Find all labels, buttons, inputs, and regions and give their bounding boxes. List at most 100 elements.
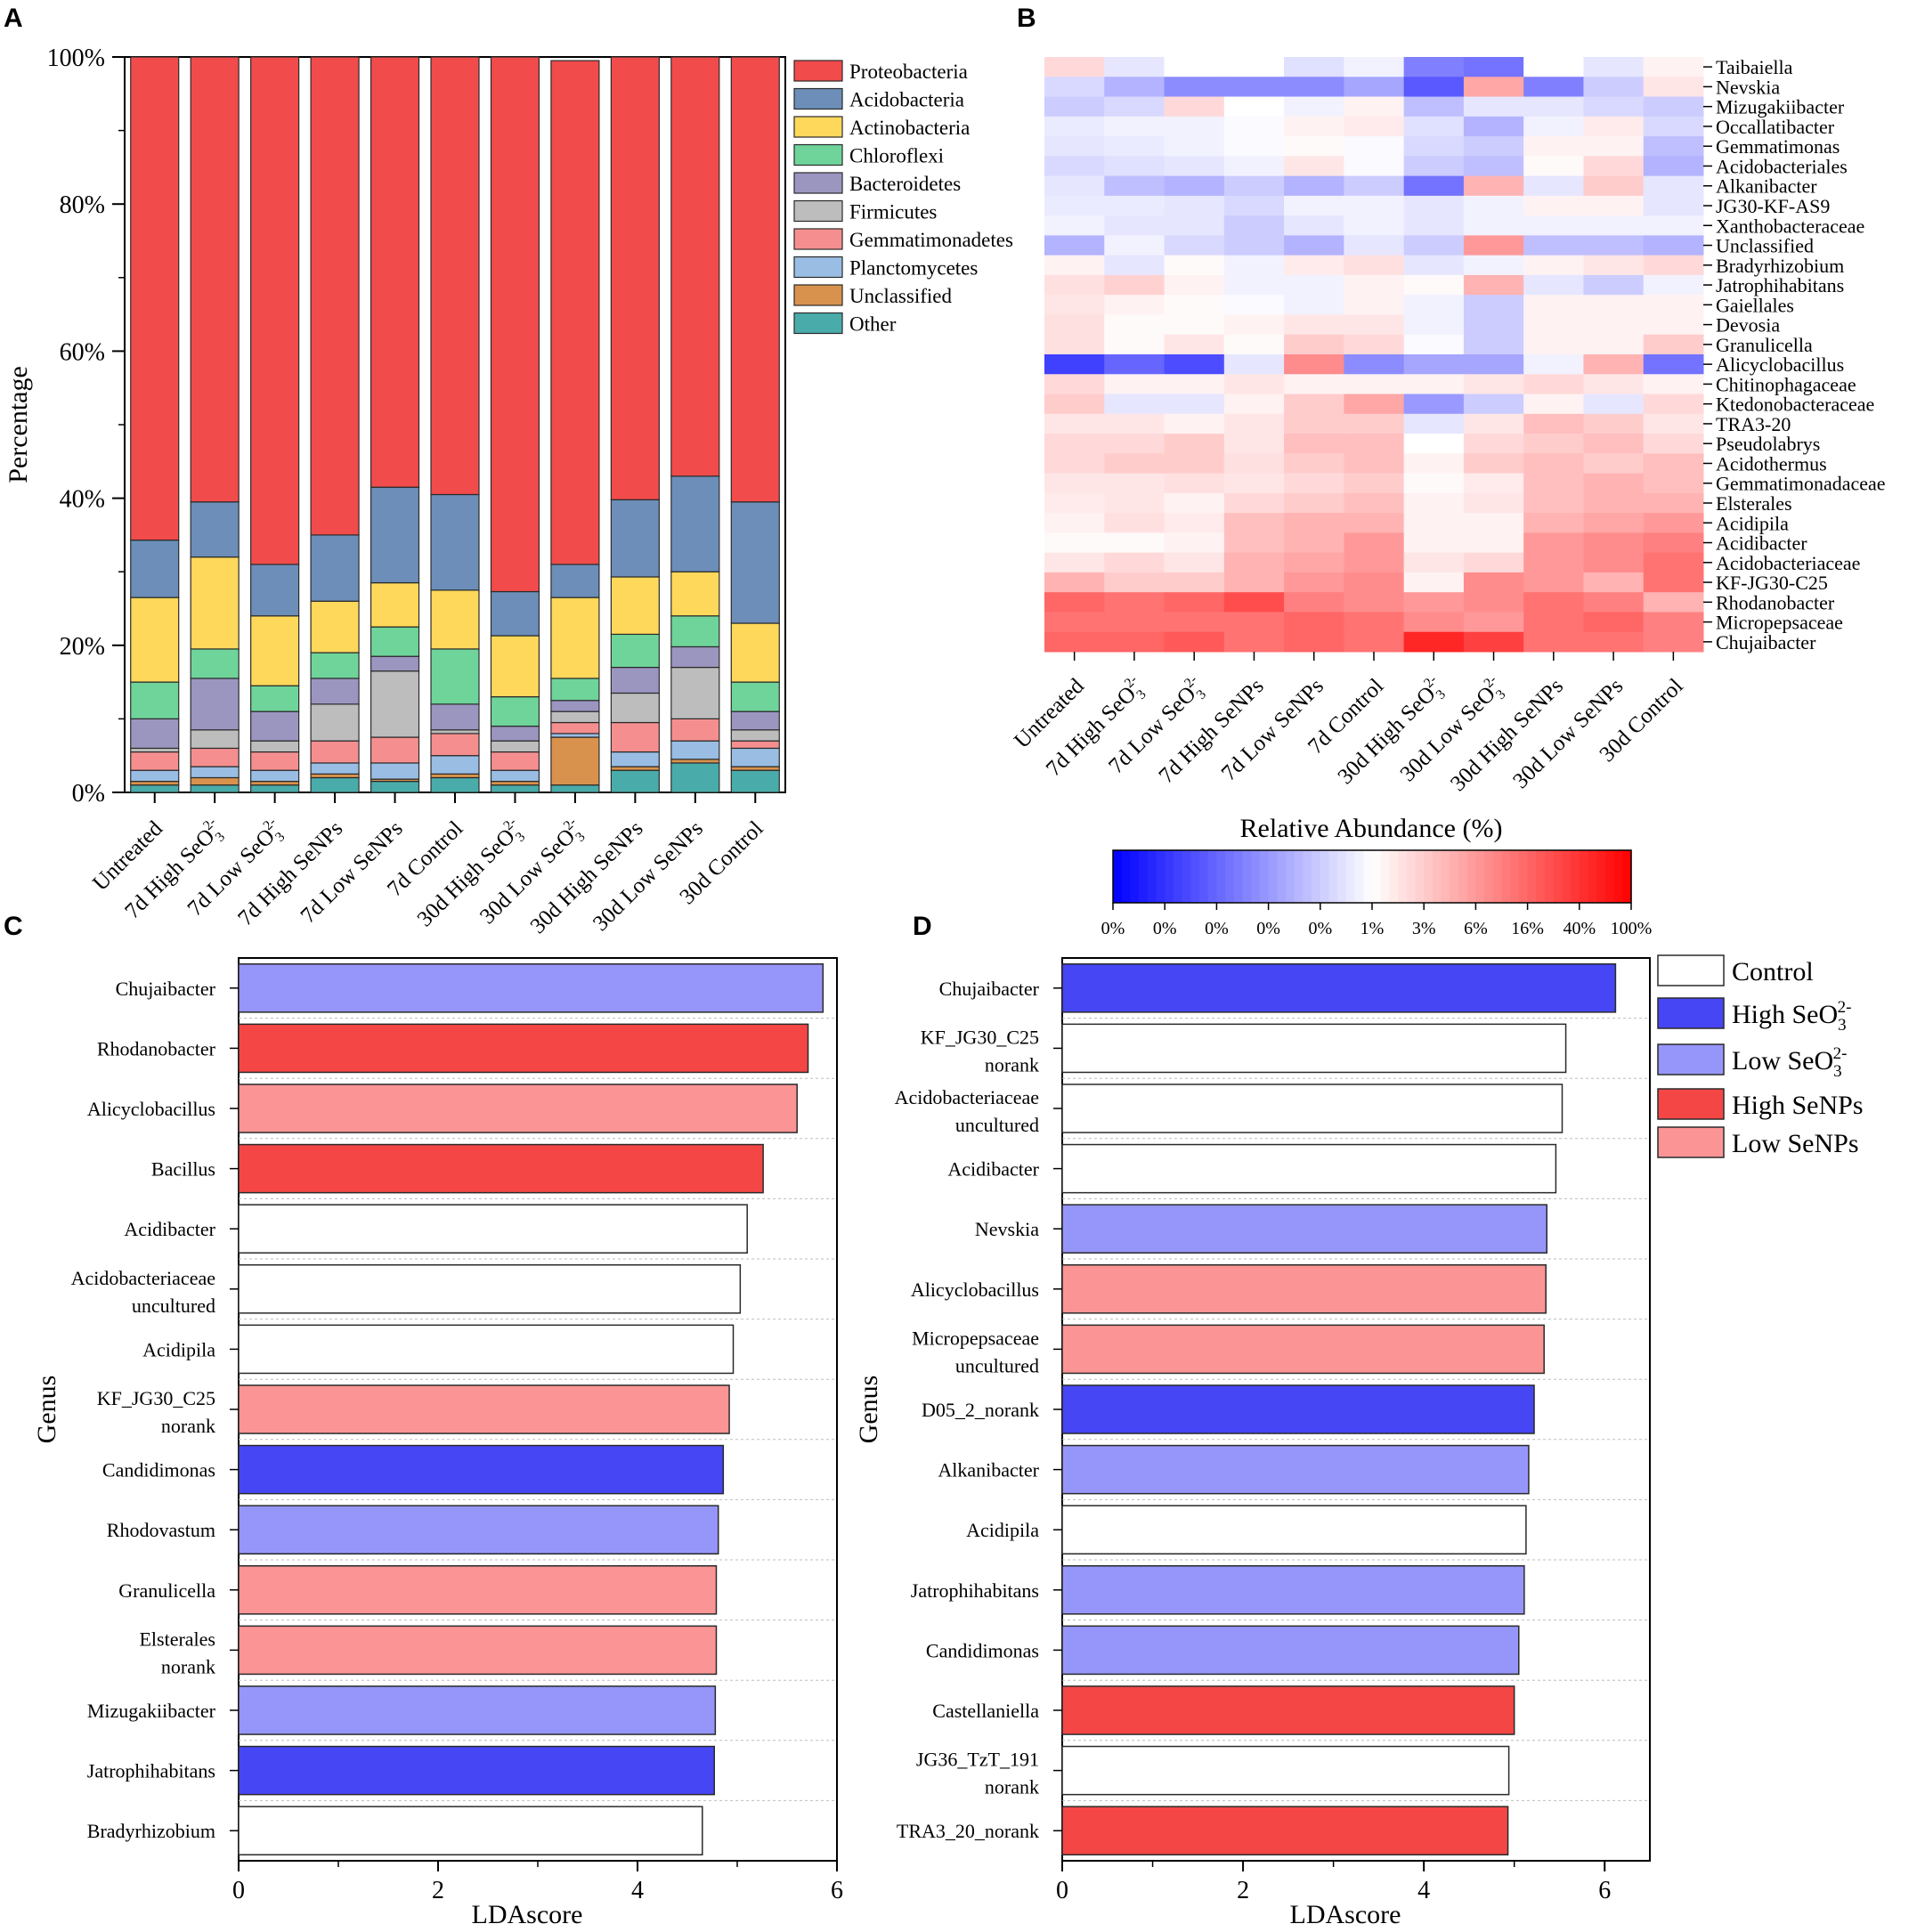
bar-segment-planctomycetes (310, 762, 360, 775)
heatmap-cell (1463, 215, 1524, 236)
heatmap-cell (1164, 96, 1225, 118)
colorbar-step (1398, 850, 1408, 903)
heatmap-cell (1523, 453, 1584, 475)
bar-segment-actinobacteria (130, 597, 180, 683)
bar-segment-actinobacteria (250, 615, 300, 686)
genus-label-kf-jg30-c25: KF_JG30_C25 (97, 1387, 215, 1409)
heatmap-cell (1643, 572, 1704, 593)
heatmap-cell (1344, 572, 1405, 593)
heatmap-cell (1403, 77, 1465, 98)
row-label-gemmatimonas: Gemmatimonas (1716, 135, 1840, 158)
bar-segment-gemmatimonadetes (670, 718, 720, 742)
bar-segment-chloroflexi (490, 696, 540, 727)
heatmap-cell (1044, 334, 1105, 355)
heatmap-cell (1583, 57, 1645, 77)
lda-bar-acidibacter (1061, 1143, 1557, 1194)
heatmap-cell (1164, 136, 1225, 157)
genus-label-tra3-20-norank: TRA3_20_norank (897, 1820, 1039, 1842)
bar-segment-other (670, 762, 720, 793)
bar-segment-unclassified (130, 781, 180, 786)
colorbar-step (1545, 850, 1555, 903)
colorbar-step (1251, 850, 1261, 903)
y-tick-label: 80% (60, 191, 105, 219)
genus-label-line2: uncultured (132, 1295, 215, 1317)
legend-label-other: Other (849, 313, 897, 336)
heatmap-cell (1643, 592, 1704, 613)
heatmap-cell (1284, 612, 1344, 633)
heatmap-cell (1164, 612, 1225, 633)
genus-label-granulicella: Granulicella (118, 1579, 215, 1602)
heatmap-cell (1104, 374, 1166, 395)
bar-segment-chloroflexi (610, 633, 660, 669)
bar-segment-actinobacteria (370, 581, 420, 628)
colorbar-tick-label: 0% (1205, 919, 1229, 938)
heatmap-cell (1463, 195, 1524, 216)
heatmap-cell (1403, 136, 1465, 157)
heatmap-cell (1044, 314, 1105, 336)
heatmap-cell (1463, 473, 1524, 494)
lda-bar-acidipila (1061, 1505, 1527, 1555)
heatmap-cell (1104, 77, 1166, 98)
legend-swatch-high-seo3 (1657, 997, 1725, 1029)
lda-bar-castellaniella (1061, 1685, 1515, 1735)
heatmap-cell (1284, 473, 1344, 494)
heatmap-cell (1583, 612, 1645, 633)
genus-label-chujaibacter: Chujaibacter (939, 978, 1040, 1000)
heatmap-cell (1344, 631, 1405, 653)
lda-bar-micropepsaceae (1061, 1324, 1545, 1375)
colorbar-step (1130, 850, 1140, 903)
genus-label-jatrophihabitans: Jatrophihabitans (911, 1579, 1039, 1602)
heatmap-cell (1164, 473, 1225, 494)
heatmap-cell (1164, 77, 1225, 98)
heatmap-cell (1044, 552, 1105, 573)
bar-segment-firmicutes (130, 747, 180, 753)
heatmap-cell (1284, 413, 1344, 434)
heatmap-cell (1223, 295, 1285, 315)
row-label-devosia: Devosia (1716, 314, 1780, 337)
colorbar-step (1527, 850, 1537, 903)
heatmap-cell (1284, 394, 1344, 415)
row-label-acidipila: Acidipila (1716, 512, 1789, 534)
heatmap-cell (1583, 492, 1645, 514)
bar-segment-planctomycetes (370, 762, 420, 780)
heatmap-cell (1403, 434, 1465, 454)
bar-segment-actinobacteria (310, 600, 360, 653)
heatmap-cell (1463, 631, 1524, 653)
heatmap-cell (1344, 235, 1405, 256)
bar-segment-chloroflexi (730, 681, 780, 712)
heatmap-cell (1403, 314, 1465, 336)
heatmap-cell (1344, 77, 1405, 98)
heatmap-cell (1164, 215, 1225, 236)
bar-segment-planctomycetes (730, 747, 780, 767)
heatmap-cell (1164, 572, 1225, 593)
heatmap-cell (1164, 334, 1225, 355)
bar-segment-firmicutes (310, 703, 360, 742)
bar-segment-bacteroidetes (730, 710, 780, 731)
lda-bar-acidibacter (238, 1204, 748, 1254)
heatmap-cell (1583, 175, 1645, 197)
heatmap-cell (1463, 354, 1524, 375)
heatmap-cell (1344, 156, 1405, 177)
legend-label-bacteroidetes: Bacteroidetes (849, 173, 961, 195)
heatmap-cell (1643, 156, 1704, 177)
colorbar-step (1363, 850, 1373, 903)
heatmap-cell (1223, 592, 1285, 613)
heatmap-cell (1403, 116, 1465, 137)
heatmap-cell (1643, 295, 1704, 315)
heatmap-cell (1583, 255, 1645, 276)
legend-subscript: 3 (1838, 1016, 1847, 1035)
heatmap-cell (1223, 572, 1285, 593)
row-label-chitinophagaceae: Chitinophagaceae (1716, 373, 1856, 395)
colorbar-step (1562, 850, 1572, 903)
genus-label-line2: uncultured (955, 1114, 1039, 1136)
heatmap-cell (1284, 354, 1344, 375)
lda-bar-acidobacteriaceae (1061, 1084, 1564, 1133)
row-label-jg30-kf-as9: JG30-KF-AS9 (1716, 195, 1830, 217)
bar-segment-bacteroidetes (310, 678, 360, 705)
heatmap-cell (1044, 572, 1105, 593)
heatmap-cell (1463, 592, 1524, 613)
bar-segment-bacteroidetes (370, 655, 420, 672)
colorbar-step (1277, 850, 1287, 903)
heatmap-cell (1344, 116, 1405, 137)
bar-segment-firmicutes (430, 729, 480, 735)
